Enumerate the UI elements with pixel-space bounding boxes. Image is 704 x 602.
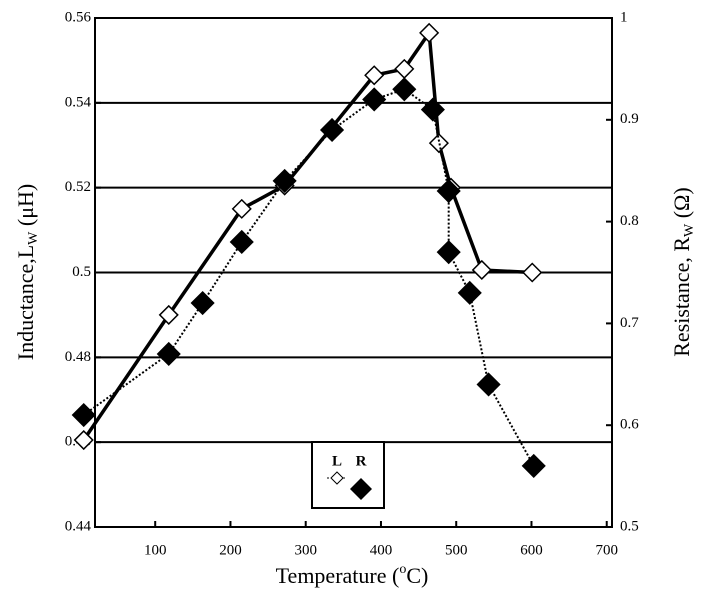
data-point — [229, 229, 254, 255]
legend: L R — [311, 441, 385, 509]
data-point — [436, 178, 461, 204]
y2-tick-label: 0.6 — [620, 417, 639, 433]
series-line — [82, 27, 533, 442]
data-point — [428, 133, 449, 154]
y2-tick-label: 0.9 — [620, 111, 639, 127]
y2-tick-label: 0.8 — [620, 213, 639, 229]
x-tick-label: 300 — [294, 542, 317, 558]
data-point — [158, 304, 179, 325]
y2-tick-label: 0.7 — [620, 315, 639, 331]
y-tick-label: 0.56 — [65, 9, 92, 25]
data-point — [272, 168, 297, 193]
y-axis-label: Inductance,LW (μH) — [13, 184, 41, 361]
x-tick-label: 100 — [144, 542, 167, 558]
y-tick-label: 0.5 — [72, 264, 91, 280]
y-tick-label: 0.48 — [65, 349, 91, 365]
y-label-sub: W — [26, 231, 41, 245]
data-point — [362, 87, 387, 112]
x-label-part: Temperature ( — [276, 563, 400, 588]
y2-label-part: (Ω) — [669, 187, 694, 224]
data-point — [71, 402, 96, 428]
y2-tick-label: 1 — [620, 9, 628, 25]
y2-axis-label: Resistance, RW (Ω) — [669, 187, 697, 357]
y2-label-part: Resistance, R — [669, 237, 694, 357]
legend-marker — [350, 478, 372, 500]
data-point — [419, 22, 440, 43]
data-point — [73, 429, 94, 451]
data-point — [420, 97, 445, 122]
legend-marker — [330, 471, 344, 485]
data-point — [364, 65, 385, 86]
x-label-part: C) — [406, 563, 428, 588]
data-point — [522, 262, 543, 283]
x-tick-label: 600 — [520, 542, 543, 558]
data-point — [156, 341, 181, 367]
y2-tick-label: 0.5 — [620, 518, 639, 534]
legend-box — [311, 441, 385, 509]
y-label-part: (μH) — [13, 184, 38, 232]
data-point — [231, 198, 252, 219]
x-tick-label: 700 — [595, 542, 618, 558]
data-point — [471, 259, 492, 281]
data-point — [319, 117, 345, 143]
x-label-sup: o — [399, 562, 406, 577]
x-axis-label: Temperature (oC) — [276, 562, 429, 588]
data-point — [436, 240, 461, 265]
x-tick-label: 500 — [445, 542, 468, 558]
y2-label-sub: W — [682, 223, 697, 237]
data-point — [457, 280, 482, 305]
data-point — [476, 372, 501, 397]
data-point — [521, 453, 546, 478]
y-tick-label: 0.54 — [65, 94, 92, 110]
legend-label: R — [356, 453, 367, 469]
legend-label: L — [332, 453, 342, 469]
data-point — [190, 290, 215, 316]
y-tick-label: 0.52 — [65, 179, 91, 195]
data-point — [392, 77, 417, 102]
y-label-part: Inductance,L — [13, 245, 38, 360]
x-tick-label: 200 — [219, 542, 242, 558]
y-tick-label: 0.44 — [65, 518, 92, 534]
series-line — [83, 88, 535, 467]
x-tick-label: 400 — [370, 542, 393, 558]
